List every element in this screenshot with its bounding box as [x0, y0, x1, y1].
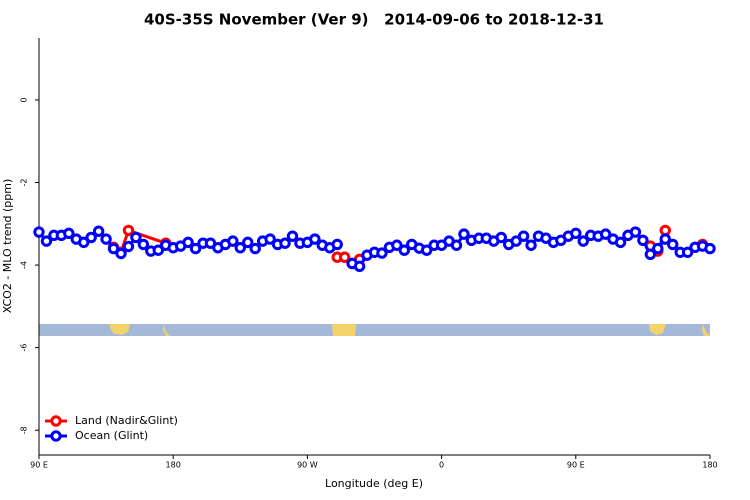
point: [704, 242, 716, 255]
point: [510, 235, 522, 247]
point: [279, 237, 291, 249]
point: [115, 247, 127, 260]
point: [309, 233, 321, 245]
point: [495, 231, 507, 244]
point: [189, 242, 202, 255]
point: [107, 242, 120, 255]
point: [227, 235, 239, 247]
point: [629, 226, 642, 238]
x-tick-label: 90 E: [30, 461, 48, 470]
point: [331, 238, 343, 251]
point: [614, 236, 627, 249]
point: [599, 228, 612, 240]
x-tick-label: 0: [439, 461, 444, 470]
x-axis-label: Longitude (deg E): [325, 477, 423, 490]
point: [450, 239, 463, 251]
point: [249, 242, 261, 255]
legend: Land (Nadir&Glint) Ocean (Glint): [45, 414, 178, 442]
point: [286, 230, 299, 242]
y-tick-label: 0: [20, 97, 29, 102]
point: [85, 231, 97, 244]
point: [570, 227, 582, 239]
point: [78, 236, 90, 249]
legend-marker: [50, 415, 62, 427]
point: [637, 234, 649, 247]
point: [122, 240, 135, 253]
point: [137, 238, 150, 251]
point: [517, 230, 530, 242]
point: [242, 236, 254, 249]
y-tick-label: -8: [20, 426, 29, 434]
point: [644, 248, 657, 261]
point: [458, 228, 470, 240]
point: [100, 233, 112, 245]
y-tick-label: -2: [20, 179, 29, 187]
chart-title: 40S-35S November (Ver 9) 2014-09-06 to 2…: [144, 11, 604, 29]
land-strip: [39, 324, 710, 336]
x-tick-label: 90 W: [297, 461, 318, 470]
point: [63, 227, 75, 239]
y-tick-label: -4: [20, 261, 29, 269]
y-tick-label: -6: [20, 344, 29, 352]
point: [130, 231, 142, 244]
point: [182, 236, 194, 249]
legend-label: Land (Nadir&Glint): [75, 414, 178, 427]
point: [338, 251, 351, 263]
point: [652, 242, 664, 255]
y-axis-label: XCO2 - MLO trend (ppm): [1, 179, 14, 314]
point: [376, 247, 388, 259]
x-tick-label: 90 E: [567, 461, 585, 470]
point: [33, 226, 45, 238]
point: [577, 235, 589, 247]
point: [420, 244, 433, 256]
point: [667, 238, 679, 251]
x-tick-label: 180: [702, 461, 717, 470]
legend-label: Ocean (Glint): [75, 429, 148, 442]
point: [264, 233, 276, 245]
point: [681, 246, 694, 258]
point: [152, 244, 164, 256]
legend-marker: [50, 430, 62, 442]
point: [353, 260, 366, 273]
point: [234, 242, 247, 254]
point: [398, 244, 411, 256]
point: [40, 235, 53, 247]
point: [391, 239, 403, 251]
point: [122, 224, 135, 237]
point: [92, 225, 105, 237]
point: [659, 233, 671, 245]
point: [525, 239, 537, 251]
point: [659, 224, 671, 237]
x-tick-label: 180: [166, 461, 181, 470]
